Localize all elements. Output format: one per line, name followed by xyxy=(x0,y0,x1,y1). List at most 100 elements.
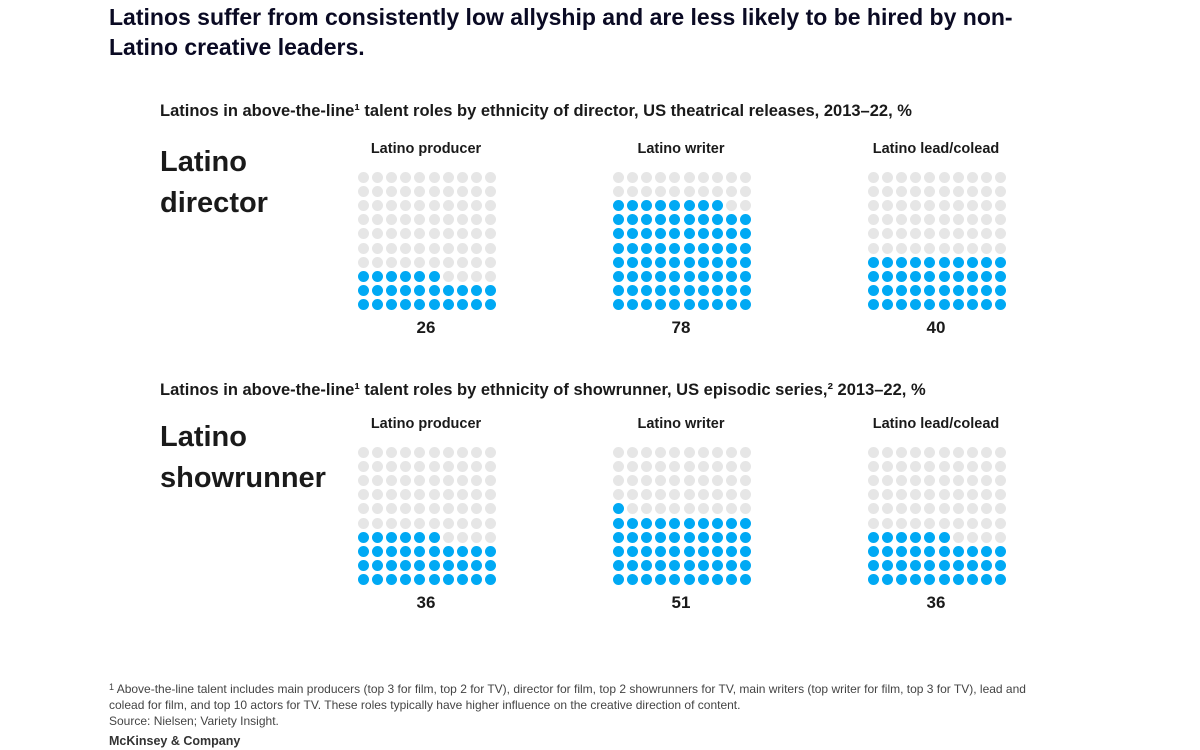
waffle-dot xyxy=(938,475,950,487)
waffle-dot xyxy=(627,573,639,585)
waffle-dot xyxy=(613,186,624,198)
waffle-dot xyxy=(711,298,723,310)
waffle-dot xyxy=(442,503,454,515)
waffle-dot xyxy=(442,214,454,226)
waffle-dot xyxy=(641,545,653,557)
waffle-dot xyxy=(484,489,496,501)
waffle-dot xyxy=(980,447,992,458)
waffle-dot xyxy=(952,447,964,458)
waffle-dot xyxy=(386,531,398,543)
waffle-dot xyxy=(386,298,398,310)
waffle-dot xyxy=(414,475,426,487)
waffle-dot xyxy=(924,559,936,571)
waffle-dot xyxy=(414,284,426,296)
waffle-dot xyxy=(896,475,908,487)
waffle-dot xyxy=(711,475,723,487)
waffle-dot xyxy=(924,214,936,226)
waffle-dot xyxy=(414,461,426,473)
waffle-dot xyxy=(484,461,496,473)
waffle-dot xyxy=(711,489,723,501)
waffle-dot xyxy=(924,489,936,501)
waffle-dot xyxy=(428,559,440,571)
waffle-dot xyxy=(725,214,737,226)
waffle-dot xyxy=(994,573,1006,585)
waffle-dot xyxy=(414,214,426,226)
waffle-dot xyxy=(952,228,964,240)
waffle-dot xyxy=(697,461,709,473)
waffle-dot xyxy=(400,517,412,529)
waffle-dot xyxy=(882,503,894,515)
waffle-dot xyxy=(641,503,653,515)
waffle-dot xyxy=(442,573,454,585)
waffle-dot xyxy=(711,228,723,240)
waffle-dot xyxy=(484,573,496,585)
waffle-dot xyxy=(980,242,992,254)
waffle-dot xyxy=(868,214,879,226)
waffle-dot xyxy=(613,228,624,240)
waffle-dot xyxy=(372,270,384,282)
waffle-dot xyxy=(725,200,737,212)
waffle-dot xyxy=(655,559,667,571)
waffle-dot xyxy=(868,447,879,458)
waffle-dot xyxy=(358,186,369,198)
waffle-dot xyxy=(386,573,398,585)
waffle-dot xyxy=(697,489,709,501)
waffle-dot xyxy=(938,186,950,198)
waffle-dot xyxy=(910,242,922,254)
waffle-dot xyxy=(669,559,681,571)
waffle-dot xyxy=(669,531,681,543)
waffle-dot xyxy=(641,489,653,501)
waffle-dot xyxy=(980,298,992,310)
waffle-dot xyxy=(456,531,468,543)
waffle-dot xyxy=(683,270,695,282)
waffle-dot xyxy=(400,186,412,198)
waffle-dot xyxy=(739,517,751,529)
waffle-dot xyxy=(697,256,709,268)
waffle-dot xyxy=(896,270,908,282)
waffle-dot xyxy=(994,242,1006,254)
waffle-dot xyxy=(868,545,879,557)
waffle-dot xyxy=(683,172,695,183)
waffle-dot xyxy=(627,489,639,501)
waffle-dot xyxy=(456,559,468,571)
waffle-dot xyxy=(980,489,992,501)
waffle-dot xyxy=(613,200,624,212)
waffle-dot xyxy=(641,517,653,529)
waffle-dot xyxy=(882,559,894,571)
waffle-dot xyxy=(966,200,978,212)
footnote-text: Above-the-line talent includes main prod… xyxy=(109,682,1026,712)
waffle-dot xyxy=(994,228,1006,240)
waffle-dot xyxy=(613,503,624,515)
waffle-dot xyxy=(994,461,1006,473)
waffle-dot xyxy=(386,256,398,268)
waffle-dot xyxy=(400,256,412,268)
footnote-marker: 1 xyxy=(109,682,115,692)
waffle-dot xyxy=(358,503,369,515)
waffle-dot xyxy=(966,573,978,585)
waffle-dot xyxy=(386,284,398,296)
waffle-dot xyxy=(725,270,737,282)
section-2-panel-3-title: Latino lead/colead xyxy=(872,416,1000,432)
waffle-dot xyxy=(627,475,639,487)
waffle-dot xyxy=(725,489,737,501)
waffle-dot xyxy=(952,573,964,585)
waffle-dot xyxy=(882,447,894,458)
waffle-dot xyxy=(456,228,468,240)
waffle-dot xyxy=(980,531,992,543)
waffle-dot xyxy=(386,270,398,282)
source-note: Source: Nielsen; Variety Insight. xyxy=(109,714,279,728)
waffle-dot xyxy=(711,503,723,515)
waffle-dot xyxy=(966,284,978,296)
waffle-dot xyxy=(994,284,1006,296)
waffle-dot xyxy=(428,186,440,198)
section-2-row-label-line-2: showrunner xyxy=(160,462,326,494)
waffle-dot xyxy=(428,517,440,529)
waffle-dot xyxy=(683,559,695,571)
waffle-dot xyxy=(400,461,412,473)
waffle-dot xyxy=(896,186,908,198)
waffle-dot xyxy=(966,447,978,458)
waffle-dot xyxy=(966,503,978,515)
waffle-dot xyxy=(938,270,950,282)
footnote: 1 Above-the-line talent includes main pr… xyxy=(109,681,1039,729)
waffle-dot xyxy=(896,214,908,226)
